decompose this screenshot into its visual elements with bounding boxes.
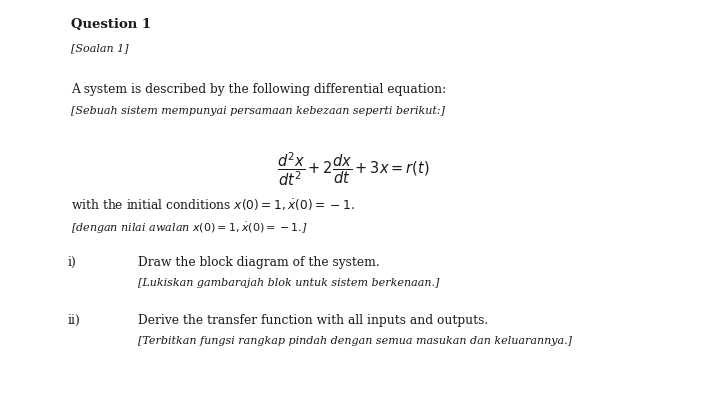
Text: [dengan nilai awalan $x(0) = 1, \dot{x}(0) = -1$.]: [dengan nilai awalan $x(0) = 1, \dot{x}(…	[71, 220, 308, 236]
Text: $\dfrac{d^2x}{dt^2} + 2\dfrac{dx}{dt} + 3x = r(t)$: $\dfrac{d^2x}{dt^2} + 2\dfrac{dx}{dt} + …	[277, 150, 430, 188]
Text: [Soalan 1]: [Soalan 1]	[71, 43, 129, 53]
Text: A system is described by the following differential equation:: A system is described by the following d…	[71, 83, 446, 96]
Text: [Terbitkan fungsi rangkap pindah dengan semua masukan dan keluarannya.]: [Terbitkan fungsi rangkap pindah dengan …	[138, 336, 572, 346]
Text: i): i)	[67, 256, 76, 270]
Text: Derive the transfer function with all inputs and outputs.: Derive the transfer function with all in…	[138, 314, 488, 327]
Text: Question 1: Question 1	[71, 18, 151, 31]
Text: [Sebuah sistem mempunyai persamaan kebezaan seperti berikut:]: [Sebuah sistem mempunyai persamaan kebez…	[71, 106, 445, 116]
Text: [Lukiskan gambarajah blok untuk sistem berkenaan.]: [Lukiskan gambarajah blok untuk sistem b…	[138, 278, 439, 288]
Text: Draw the block diagram of the system.: Draw the block diagram of the system.	[138, 256, 380, 270]
Text: ii): ii)	[67, 314, 80, 327]
Text: with the initial conditions $x(0) = 1, \dot{x}(0) = -1$.: with the initial conditions $x(0) = 1, \…	[71, 197, 354, 213]
